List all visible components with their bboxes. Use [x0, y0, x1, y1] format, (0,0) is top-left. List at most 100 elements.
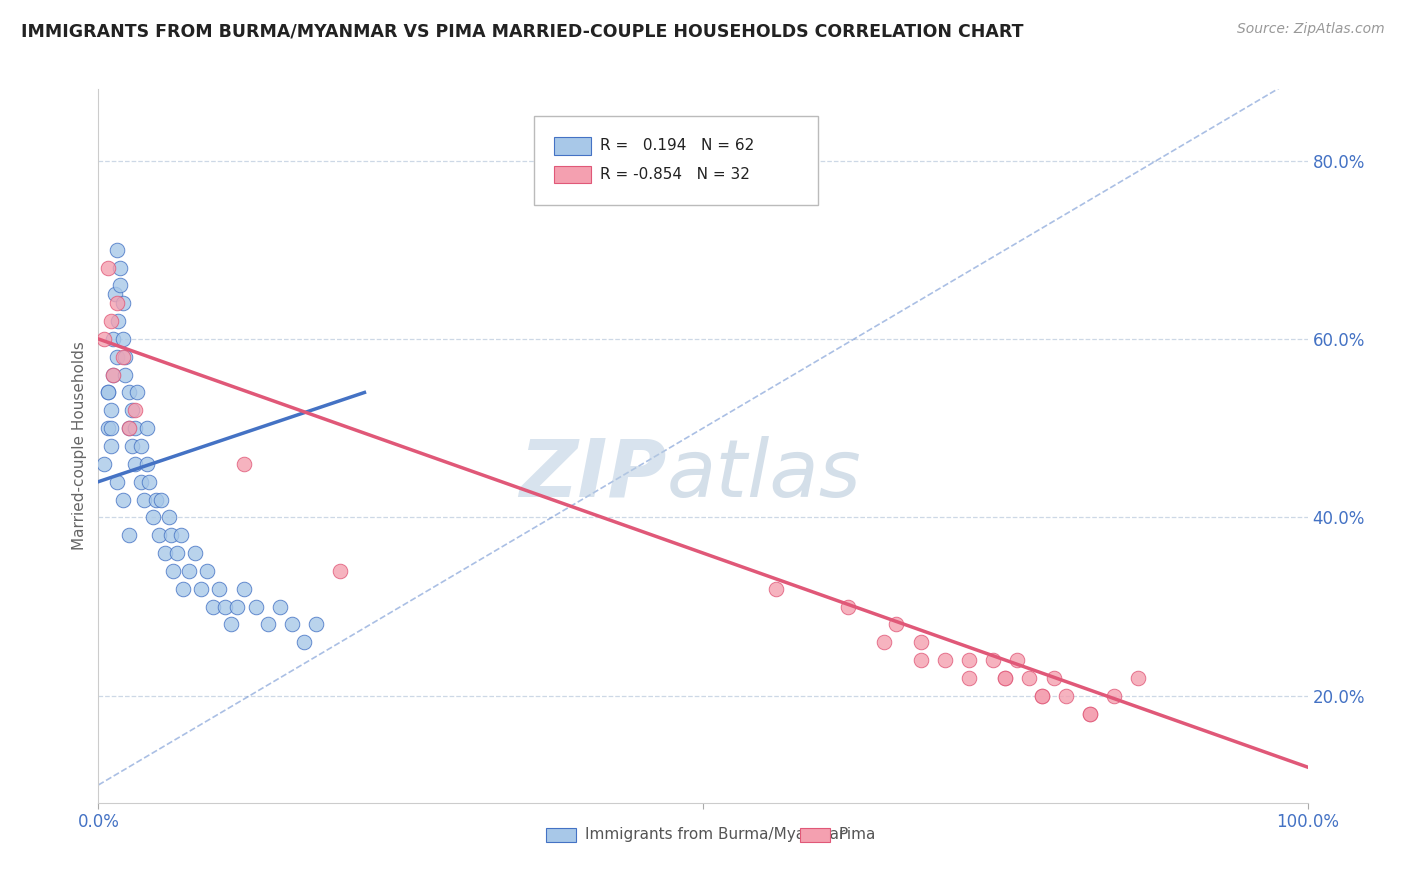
Point — [232, 582, 254, 596]
Point — [150, 492, 173, 507]
Point — [195, 564, 218, 578]
Point — [1054, 689, 1077, 703]
Point — [837, 599, 859, 614]
Point — [114, 368, 136, 382]
Point — [190, 582, 212, 596]
Text: R = -0.854   N = 32: R = -0.854 N = 32 — [600, 167, 749, 182]
Point — [121, 439, 143, 453]
Point — [134, 492, 156, 507]
Point — [1042, 671, 1064, 685]
Point — [957, 671, 980, 685]
Point — [1102, 689, 1125, 703]
Point — [153, 546, 176, 560]
Point — [292, 635, 315, 649]
Point — [1128, 671, 1150, 685]
Point — [101, 332, 124, 346]
Point — [100, 439, 122, 453]
Point — [329, 564, 352, 578]
Point — [145, 492, 167, 507]
Point — [256, 617, 278, 632]
Bar — [546, 828, 576, 842]
Point — [765, 582, 787, 596]
Point — [169, 528, 191, 542]
Point — [1078, 706, 1101, 721]
FancyBboxPatch shape — [534, 116, 818, 205]
Point — [135, 457, 157, 471]
Point — [138, 475, 160, 489]
Point — [97, 385, 120, 400]
Point — [104, 287, 127, 301]
Point — [118, 528, 141, 542]
Bar — [554, 166, 591, 184]
Point — [135, 421, 157, 435]
Point — [124, 457, 146, 471]
Point — [101, 368, 124, 382]
Point — [208, 582, 231, 596]
Point — [105, 296, 128, 310]
Point — [118, 385, 141, 400]
Point — [179, 564, 201, 578]
Point — [910, 635, 932, 649]
Point — [214, 599, 236, 614]
Text: Pima: Pima — [838, 828, 876, 842]
Point — [100, 421, 122, 435]
Point — [107, 314, 129, 328]
Point — [105, 350, 128, 364]
Point — [114, 350, 136, 364]
Point — [910, 653, 932, 667]
Bar — [554, 137, 591, 155]
Text: Immigrants from Burma/Myanmar: Immigrants from Burma/Myanmar — [585, 828, 845, 842]
Text: atlas: atlas — [666, 435, 862, 514]
Point — [873, 635, 896, 649]
Point — [994, 671, 1017, 685]
Point — [121, 403, 143, 417]
Point — [1031, 689, 1053, 703]
Text: Source: ZipAtlas.com: Source: ZipAtlas.com — [1237, 22, 1385, 37]
Point — [111, 492, 134, 507]
Point — [1031, 689, 1053, 703]
Point — [108, 260, 131, 275]
Point — [281, 617, 304, 632]
Point — [118, 421, 141, 435]
Point — [160, 528, 183, 542]
Point — [221, 617, 243, 632]
Text: IMMIGRANTS FROM BURMA/MYANMAR VS PIMA MARRIED-COUPLE HOUSEHOLDS CORRELATION CHAR: IMMIGRANTS FROM BURMA/MYANMAR VS PIMA MA… — [21, 22, 1024, 40]
Point — [148, 528, 170, 542]
Point — [202, 599, 225, 614]
Text: ZIP: ZIP — [519, 435, 666, 514]
Point — [105, 475, 128, 489]
Text: R =   0.194   N = 62: R = 0.194 N = 62 — [600, 138, 755, 153]
Point — [1007, 653, 1029, 667]
Point — [127, 385, 149, 400]
Point — [1078, 706, 1101, 721]
Point — [97, 260, 120, 275]
Point — [101, 368, 124, 382]
Point — [124, 421, 146, 435]
Y-axis label: Married-couple Households: Married-couple Households — [72, 342, 87, 550]
Point — [232, 457, 254, 471]
Bar — [800, 828, 830, 842]
Point — [957, 653, 980, 667]
Point — [245, 599, 267, 614]
Point — [111, 332, 134, 346]
Point — [118, 421, 141, 435]
Point — [994, 671, 1017, 685]
Point — [129, 475, 152, 489]
Point — [111, 350, 134, 364]
Point — [184, 546, 207, 560]
Point — [111, 296, 134, 310]
Point — [172, 582, 194, 596]
Point — [886, 617, 908, 632]
Point — [100, 403, 122, 417]
Point — [100, 314, 122, 328]
Point — [93, 457, 115, 471]
Point — [305, 617, 328, 632]
Point — [124, 403, 146, 417]
Point — [97, 421, 120, 435]
Point — [142, 510, 165, 524]
Point — [934, 653, 956, 667]
Point — [981, 653, 1004, 667]
Point — [1018, 671, 1040, 685]
Point — [93, 332, 115, 346]
Point — [269, 599, 291, 614]
